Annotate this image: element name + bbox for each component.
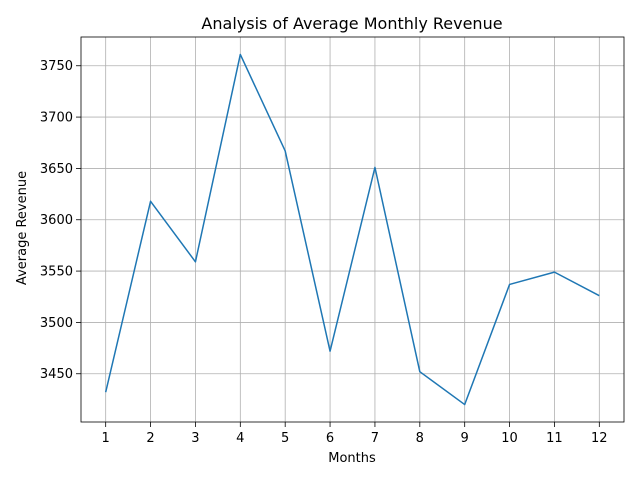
x-tick-label: 12 xyxy=(591,431,608,446)
x-tick-label: 9 xyxy=(461,431,469,446)
axes-frame xyxy=(80,36,625,423)
x-tick-label: 11 xyxy=(546,431,563,446)
chart-title: Analysis of Average Monthly Revenue xyxy=(201,14,502,33)
x-tick-label: 4 xyxy=(236,431,244,446)
x-tick-label: 2 xyxy=(146,431,154,446)
y-tick-label: 3450 xyxy=(40,367,73,382)
revenue-line xyxy=(104,53,600,406)
x-tick-label: 8 xyxy=(416,431,424,446)
y-tick-label: 3650 xyxy=(40,162,73,177)
y-tick-label: 3550 xyxy=(40,265,73,280)
x-tick-label: 5 xyxy=(281,431,289,446)
x-tick-label: 7 xyxy=(371,431,379,446)
plot-frame xyxy=(80,36,625,423)
series-group xyxy=(104,53,600,406)
x-tick-label: 10 xyxy=(501,431,518,446)
y-tick-label: 3750 xyxy=(40,59,73,74)
x-axis-ticks: 1 2 3 4 5 6 7 8 9 10 11 12 xyxy=(102,422,608,446)
grid-lines xyxy=(81,37,624,422)
y-tick-label: 3500 xyxy=(40,316,73,331)
y-tick-label: 3600 xyxy=(40,213,73,228)
x-tick-label: 3 xyxy=(191,431,199,446)
x-tick-label: 6 xyxy=(326,431,334,446)
x-tick-label: 1 xyxy=(102,431,110,446)
y-axis-label: Average Revenue xyxy=(15,171,30,285)
x-axis-label: Months xyxy=(328,451,376,466)
y-tick-label: 3700 xyxy=(40,111,73,126)
y-axis-ticks: 3450 3500 3550 3600 3650 3700 3750 xyxy=(40,59,81,382)
